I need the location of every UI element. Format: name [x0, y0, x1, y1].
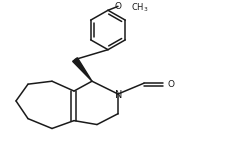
- Text: O: O: [114, 2, 122, 11]
- Text: CH$_3$: CH$_3$: [131, 1, 149, 14]
- Polygon shape: [73, 58, 92, 81]
- Text: O: O: [168, 80, 175, 89]
- Text: N: N: [115, 90, 123, 100]
